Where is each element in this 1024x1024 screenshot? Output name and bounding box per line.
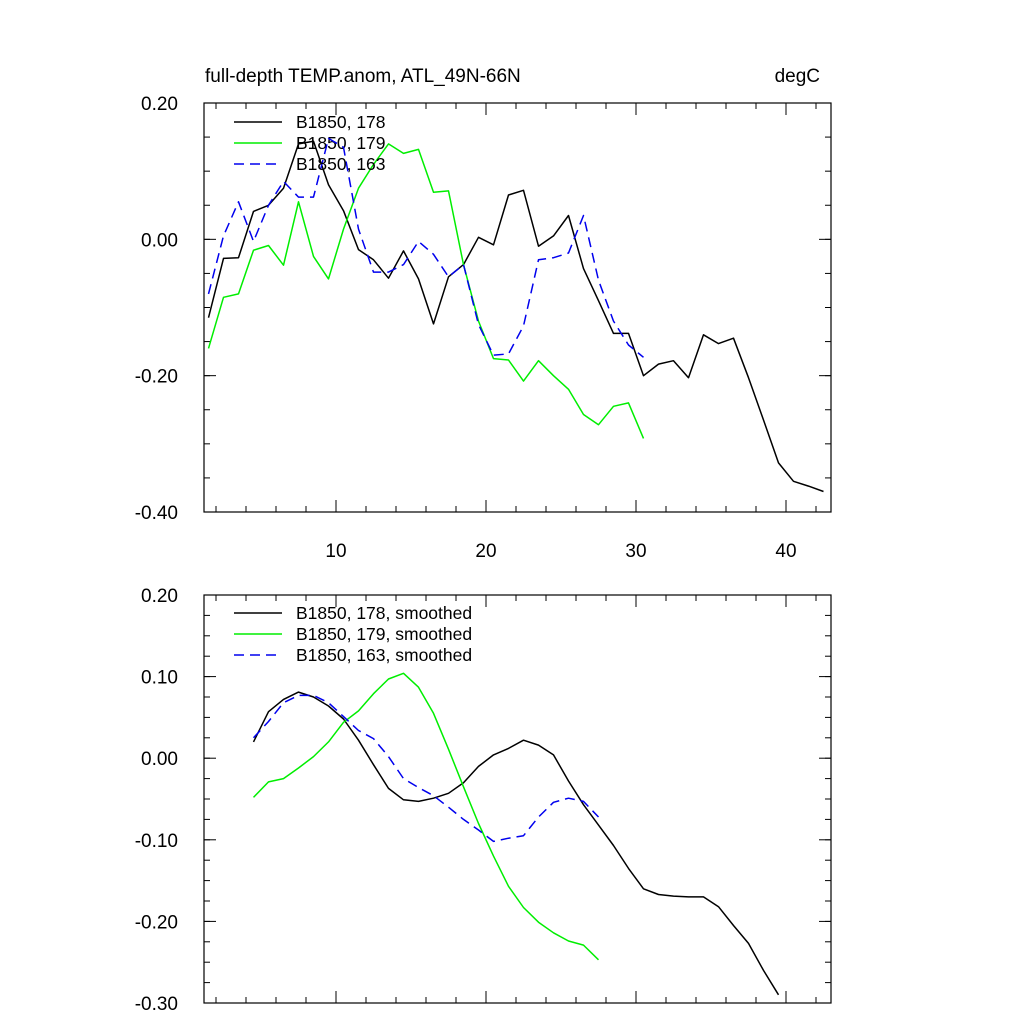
legend-label-0: B1850, 178, smoothed — [296, 603, 472, 623]
series-line-0 — [207, 140, 824, 493]
y-tick-label: 0.20 — [141, 586, 178, 607]
legend-label-1: B1850, 179, smoothed — [296, 624, 472, 644]
top-chart-title: full-depth TEMP.anom, ATL_49N-66N — [205, 66, 521, 87]
top-chart-units: degC — [775, 66, 820, 87]
legend-label-0: B1850, 178 — [296, 112, 386, 132]
y-tick-label: 0.20 — [141, 94, 178, 115]
series-line-0 — [252, 691, 780, 996]
legend-label-1: B1850, 179 — [296, 133, 386, 153]
x-tick-label: 30 — [625, 541, 646, 562]
series-line-2 — [207, 137, 644, 358]
bottom-chart: 0.20 0.10 0.00 -0.10 -0.20 -0.30 B1850, 178, s… — [135, 586, 832, 1015]
x-tick-label: 20 — [475, 541, 496, 562]
legend-label-2: B1850, 163 — [296, 154, 386, 174]
y-tick-label: -0.30 — [135, 994, 178, 1015]
y-tick-label: 0.00 — [141, 230, 178, 251]
x-tick-label: 10 — [325, 541, 346, 562]
x-tick-label: 40 — [775, 541, 796, 562]
series-line-2 — [252, 694, 600, 843]
series-line-1 — [207, 143, 645, 439]
y-tick-label: -0.20 — [135, 912, 178, 933]
y-tick-label: 0.10 — [141, 668, 178, 689]
y-tick-label: -0.40 — [135, 503, 178, 524]
y-tick-label: -0.10 — [135, 831, 178, 852]
legend-label-2: B1850, 163, smoothed — [296, 645, 472, 665]
y-tick-label: -0.20 — [135, 367, 178, 388]
series-line-1 — [252, 672, 600, 961]
y-tick-label: 0.00 — [141, 749, 178, 770]
